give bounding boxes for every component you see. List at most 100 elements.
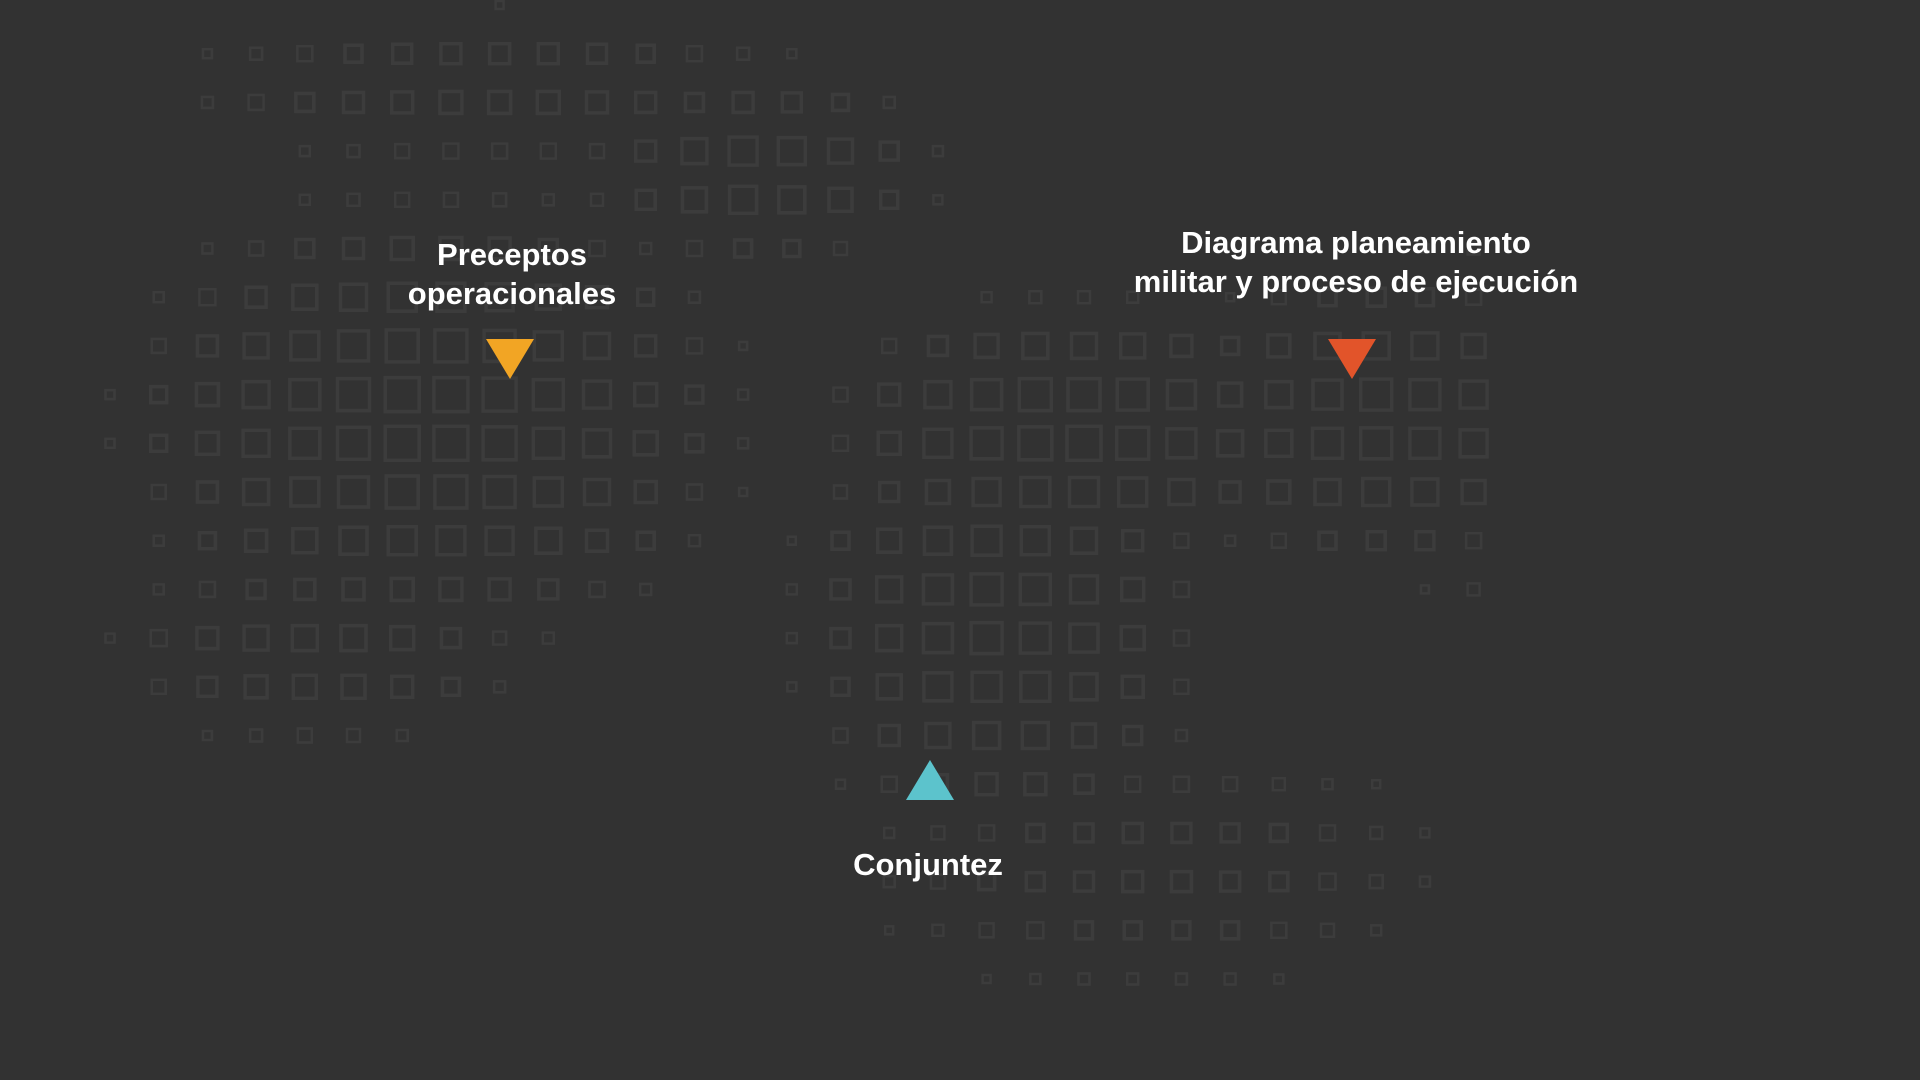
- map-square: [1358, 426, 1394, 461]
- map-square: [1077, 972, 1091, 986]
- map-square: [883, 925, 895, 936]
- map-square: [830, 92, 851, 113]
- map-square: [880, 337, 898, 355]
- map-square: [922, 525, 954, 556]
- map-square: [395, 728, 409, 743]
- map-square: [1125, 972, 1140, 986]
- map-square: [1368, 825, 1384, 841]
- map-square: [1118, 332, 1147, 360]
- map-square: [1419, 243, 1431, 254]
- map-square: [832, 386, 849, 403]
- map-square: [980, 290, 993, 304]
- map-square: [148, 433, 169, 454]
- map-square: [243, 674, 269, 700]
- map-square: [245, 578, 267, 601]
- map-square: [1408, 377, 1442, 412]
- map-square: [880, 775, 898, 793]
- map-square: [1073, 773, 1095, 795]
- map-square: [196, 675, 219, 699]
- map-square: [1219, 822, 1241, 844]
- map-square: [1173, 678, 1190, 696]
- map-square: [1266, 333, 1292, 359]
- triangle-down-icon: [1328, 339, 1376, 379]
- map-square: [296, 727, 314, 744]
- map-square: [1458, 379, 1489, 410]
- map-square: [152, 534, 165, 547]
- map-square: [969, 572, 1004, 607]
- map-square: [539, 142, 558, 160]
- map-square: [1019, 524, 1052, 557]
- map-square: [1017, 425, 1054, 462]
- map-square: [534, 526, 563, 555]
- map-square: [201, 242, 214, 255]
- map-square: [785, 583, 799, 596]
- map-square: [830, 530, 851, 551]
- map-square: [1024, 870, 1047, 893]
- map-square: [541, 193, 556, 207]
- map-square: [876, 430, 902, 457]
- map-square: [785, 631, 799, 645]
- map-square: [776, 135, 808, 167]
- map-square: [1170, 821, 1193, 845]
- map-square: [981, 973, 992, 985]
- map-square: [247, 93, 265, 112]
- map-square: [977, 824, 996, 842]
- map-square: [1370, 778, 1382, 790]
- map-square: [1169, 333, 1194, 359]
- map-square: [1408, 426, 1442, 461]
- map-square: [293, 577, 317, 602]
- map-square: [341, 236, 366, 261]
- map-square: [1123, 775, 1142, 793]
- map-square: [876, 382, 902, 407]
- map-square: [198, 287, 217, 307]
- map-square: [737, 486, 749, 498]
- map-square: [1066, 376, 1102, 413]
- map-square: [197, 530, 218, 551]
- map-square: [974, 771, 999, 797]
- map-square: [875, 673, 903, 701]
- map-square: [1368, 873, 1384, 890]
- map-square: [1264, 428, 1294, 459]
- map-square: [346, 192, 361, 208]
- map-square: [882, 826, 896, 840]
- map-square: [200, 95, 215, 110]
- map-square: [632, 381, 659, 408]
- map-square: [922, 671, 954, 703]
- map-square: [924, 721, 952, 750]
- map-square: [433, 474, 469, 510]
- map-square: [1172, 775, 1191, 793]
- map-square: [535, 89, 562, 116]
- map-square: [487, 41, 512, 66]
- map-square: [687, 290, 702, 304]
- map-square: [389, 90, 415, 115]
- map-square: [685, 337, 704, 355]
- map-square: [247, 240, 265, 257]
- map-square: [1068, 574, 1100, 605]
- map-square: [389, 235, 415, 262]
- map-square: [195, 625, 220, 651]
- map-square: [294, 237, 316, 260]
- map-square: [1068, 622, 1100, 654]
- map-square: [1119, 624, 1146, 652]
- map-square: [340, 673, 367, 701]
- triangle-down-icon: [486, 339, 534, 379]
- map-square: [1419, 584, 1431, 595]
- map-square: [1173, 532, 1190, 549]
- map-square: [830, 676, 851, 698]
- map-square: [1018, 572, 1053, 607]
- map-square: [1369, 924, 1383, 937]
- map-square: [389, 674, 415, 700]
- map-square: [976, 871, 997, 892]
- map-square: [684, 384, 705, 405]
- map-square: [874, 623, 904, 653]
- map-square: [1418, 875, 1432, 888]
- map-square: [878, 189, 900, 211]
- map-square: [383, 375, 421, 414]
- map-square: [832, 240, 849, 257]
- map-square: [1466, 582, 1481, 597]
- map-square: [336, 329, 371, 363]
- map-square: [832, 727, 849, 744]
- map-square: [1019, 670, 1052, 704]
- map-square: [1317, 286, 1338, 308]
- map-square: [584, 528, 610, 553]
